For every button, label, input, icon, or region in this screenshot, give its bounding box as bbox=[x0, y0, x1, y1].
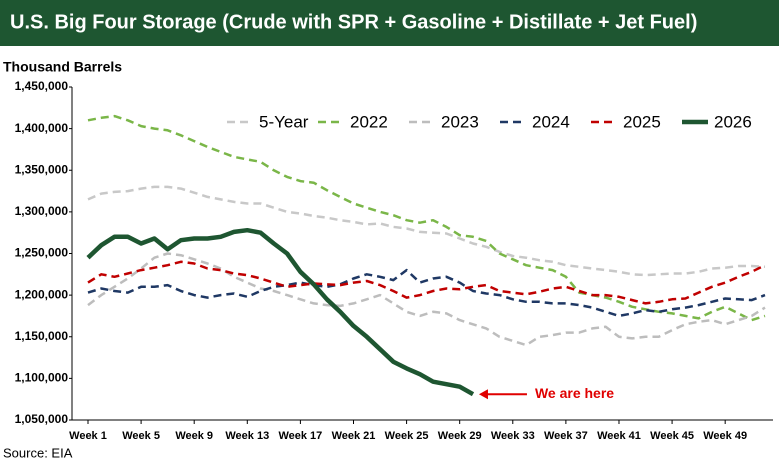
x-tick-label: Week 17 bbox=[278, 430, 322, 442]
series-line bbox=[87, 260, 766, 305]
legend-label: 2026 bbox=[714, 112, 752, 131]
x-tick-label: Week 37 bbox=[544, 430, 588, 442]
x-tick-label: Week 29 bbox=[438, 430, 482, 442]
y-tick-label: 1,150,000 bbox=[15, 329, 69, 343]
x-tick-label: Week 45 bbox=[650, 430, 694, 442]
x-tick-label: Week 21 bbox=[332, 430, 376, 442]
x-tick-label: Week 41 bbox=[597, 430, 641, 442]
x-tick-label: Week 9 bbox=[175, 430, 213, 442]
legend-label: 2024 bbox=[532, 112, 570, 131]
source: Source: EIA bbox=[3, 445, 73, 460]
series-line bbox=[87, 252, 766, 347]
y-tick-label: 1,300,000 bbox=[15, 204, 69, 218]
y-tick-label: 1,050,000 bbox=[15, 412, 69, 426]
annotation-arrowhead bbox=[478, 389, 488, 400]
series-line bbox=[86, 227, 475, 397]
legend-label: 2022 bbox=[350, 112, 388, 131]
x-tick-label: Week 49 bbox=[703, 430, 747, 442]
y-tick-label: 1,250,000 bbox=[15, 246, 69, 260]
series-line bbox=[87, 185, 766, 277]
series-line bbox=[87, 114, 766, 322]
x-tick-label: Week 25 bbox=[385, 430, 429, 442]
y-tick-label: 1,200,000 bbox=[15, 287, 69, 301]
title-bar bbox=[0, 0, 779, 46]
x-tick-label: Week 1 bbox=[69, 430, 107, 442]
y-tick-label: 1,100,000 bbox=[15, 371, 69, 385]
chart-title: U.S. Big Four Storage (Crude with SPR + … bbox=[10, 11, 697, 33]
x-tick-label: Week 33 bbox=[491, 430, 535, 442]
legend-label: 2023 bbox=[441, 112, 479, 131]
series-line bbox=[87, 268, 766, 318]
y-tick-label: 1,450,000 bbox=[15, 79, 69, 93]
legend-label: 2025 bbox=[623, 112, 661, 131]
legend-label: 5-Year bbox=[259, 112, 309, 131]
x-tick-label: Week 13 bbox=[225, 430, 269, 442]
x-tick-label: Week 5 bbox=[122, 430, 160, 442]
annotation: We are here bbox=[535, 385, 614, 401]
y-axis-title: Thousand Barrels bbox=[3, 59, 122, 75]
y-tick-label: 1,400,000 bbox=[15, 121, 69, 135]
y-tick-label: 1,350,000 bbox=[15, 162, 69, 176]
